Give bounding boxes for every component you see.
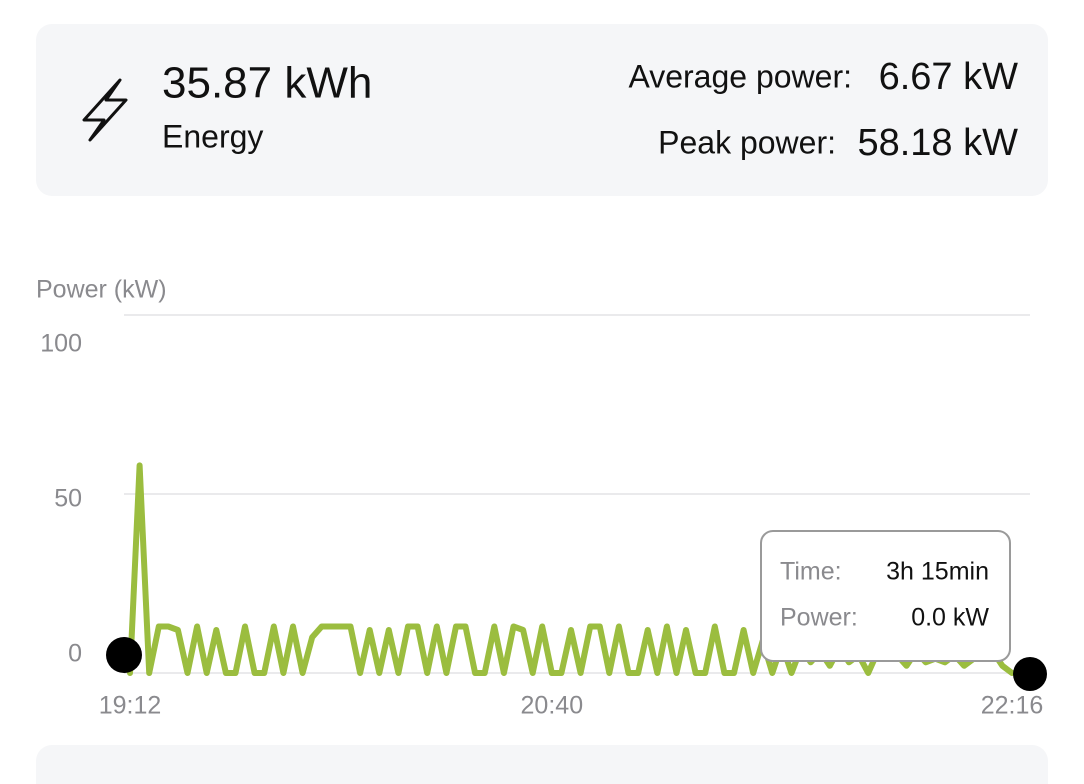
end-marker — [1013, 657, 1047, 691]
y-tick-label: 100 — [40, 330, 82, 358]
start-marker — [106, 637, 142, 673]
power-line — [127, 462, 1015, 676]
x-tick-label: 22:16 — [981, 692, 1044, 720]
energy-label: Energy — [162, 118, 263, 154]
x-tick-label: 19:12 — [99, 692, 162, 720]
y-tick-label: 0 — [68, 640, 82, 668]
next-card — [36, 745, 1048, 784]
tooltip-time-value: 3h 15min — [886, 558, 989, 586]
average-value: 6.67 kW — [879, 56, 1019, 98]
peak-value: 58.18 kW — [857, 122, 1018, 164]
tooltip-power-value: 0.0 kW — [911, 604, 989, 632]
energy-value: 35.87 kWh — [162, 59, 372, 108]
peak-label: Peak power: — [658, 124, 836, 160]
x-tick-label: 20:40 — [521, 692, 584, 720]
y-axis-label: Power (kW) — [36, 276, 167, 304]
summary-card — [36, 24, 1048, 196]
average-label: Average power: — [628, 58, 852, 94]
energy-icon — [82, 78, 128, 142]
y-tick-label: 50 — [54, 485, 82, 513]
tooltip — [760, 530, 1011, 662]
tooltip-power-label: Power: — [780, 604, 858, 632]
tooltip-time-label: Time: — [780, 558, 842, 586]
